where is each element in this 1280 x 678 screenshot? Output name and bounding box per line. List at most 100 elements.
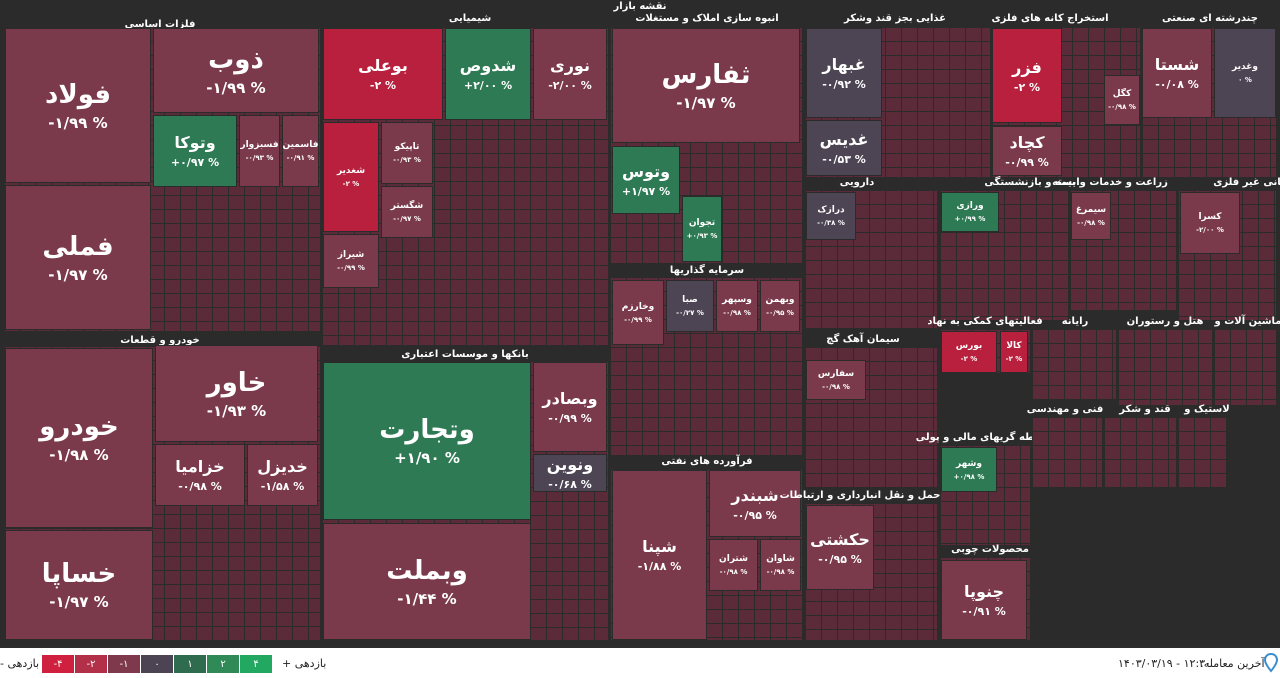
sector-title: محصولات چوبی bbox=[951, 544, 1029, 555]
stock-tile[interactable]: وتجارت +۱/۹۰ % bbox=[323, 362, 531, 520]
stock-tile[interactable]: وبصادر -۰/۹۹ % bbox=[533, 362, 607, 452]
stock-name: فزر bbox=[1012, 57, 1042, 77]
stock-tile[interactable]: غبهار -۰/۹۲ % bbox=[806, 28, 882, 118]
stock-tile[interactable]: خساپا -۱/۹۷ % bbox=[5, 530, 153, 640]
stock-tile[interactable]: خدیزل -۱/۵۸ % bbox=[247, 444, 318, 506]
sector-title: قند و شکر bbox=[1119, 404, 1171, 415]
stock-tile[interactable]: سیمرغ -۰/۹۸ % bbox=[1071, 192, 1111, 240]
stock-tile[interactable]: نوری -۲/۰۰ % bbox=[533, 28, 607, 120]
stock-name: شستا bbox=[1154, 55, 1200, 74]
sector-title: دارویی bbox=[839, 177, 875, 188]
stock-tile[interactable]: شبندر -۰/۹۵ % bbox=[709, 470, 801, 537]
stock-change: -۰/۹۳ % bbox=[393, 156, 421, 164]
stock-tile[interactable]: چنوپا -۰/۹۱ % bbox=[941, 560, 1027, 640]
legend-box[interactable]: -۲ bbox=[75, 655, 107, 673]
stock-name: ورازی bbox=[956, 201, 984, 211]
stock-name: درازک bbox=[817, 205, 845, 215]
sector-title: لاستیک و bbox=[1184, 404, 1230, 415]
stock-tile[interactable]: بوعلی -۲ % bbox=[323, 28, 443, 120]
sector-title: انبوه سازی املاک و مستغلات bbox=[635, 13, 779, 24]
stock-name: فسبزوار bbox=[240, 140, 279, 150]
sector-title: فلزات اساسی bbox=[124, 19, 196, 30]
stock-change: -۰/۹۷ % bbox=[393, 215, 421, 223]
legend-box[interactable]: ۴ bbox=[240, 655, 272, 673]
stock-tile[interactable]: شستا -۰/۰۸ % bbox=[1142, 28, 1212, 118]
stock-name: وغدیر bbox=[1232, 62, 1258, 72]
stock-tile[interactable]: ورازی +۰/۹۹ % bbox=[941, 192, 999, 232]
stock-name: شپنا bbox=[642, 537, 677, 556]
stock-name: نوری bbox=[550, 56, 590, 75]
stock-name: خودرو bbox=[39, 412, 119, 442]
stock-tile[interactable]: شاوان -۰/۹۸ % bbox=[760, 539, 801, 591]
stock-tile[interactable]: وبهمن -۰/۹۵ % bbox=[760, 280, 800, 332]
stock-tile[interactable]: کچاد -۰/۹۹ % bbox=[992, 126, 1062, 176]
stock-tile[interactable]: صبا -۰/۲۷ % bbox=[666, 280, 714, 332]
stock-tile[interactable]: فاسمین -۰/۹۱ % bbox=[282, 115, 319, 187]
stock-tile[interactable]: تجوان +۰/۹۳ % bbox=[682, 196, 722, 262]
sector-area bbox=[1104, 417, 1176, 487]
stock-tile[interactable]: شدوص +۲/۰۰ % bbox=[445, 28, 531, 120]
legend-box[interactable]: ۲ bbox=[207, 655, 239, 673]
stock-tile[interactable]: سفارس -۰/۹۸ % bbox=[806, 360, 866, 400]
sector-title: هتل و رستوران bbox=[1126, 316, 1204, 327]
sector-title: فنی و مهندسی bbox=[1026, 404, 1104, 415]
stock-name: بورس bbox=[955, 341, 983, 351]
stock-tile[interactable]: بورس -۲ % bbox=[941, 331, 997, 373]
stock-change: -۰/۹۸ % bbox=[178, 480, 222, 493]
last-trade: ۱۴۰۳/۰۳/۱۹ - ۱۲:۳۰ bbox=[1118, 657, 1211, 670]
stock-tile[interactable]: حکشتی -۰/۹۵ % bbox=[806, 505, 874, 590]
legend-box[interactable]: ۰ bbox=[141, 655, 173, 673]
stock-tile[interactable]: فزر -۲ % bbox=[992, 28, 1062, 123]
stock-tile[interactable]: ونوین -۰/۶۸ % bbox=[533, 454, 607, 492]
stock-tile[interactable]: کالا -۲ % bbox=[1000, 331, 1028, 373]
stock-tile[interactable]: ثفارس -۱/۹۷ % bbox=[612, 28, 800, 143]
legend-box[interactable]: -۴ bbox=[42, 655, 74, 673]
legend-box[interactable]: ۱ bbox=[174, 655, 206, 673]
stock-tile[interactable]: کگل -۰/۹۸ % bbox=[1104, 75, 1140, 125]
stock-tile[interactable]: وغدیر ۰ % bbox=[1214, 28, 1276, 118]
stock-name: ذوب bbox=[208, 44, 264, 75]
stock-tile[interactable]: تاپیکو -۰/۹۳ % bbox=[381, 122, 433, 184]
stock-change: -۱/۸۸ % bbox=[637, 560, 682, 573]
stock-tile[interactable]: فسبزوار -۰/۹۳ % bbox=[239, 115, 280, 187]
stock-tile[interactable]: وخارزم -۰/۹۹ % bbox=[612, 280, 664, 345]
stock-name: وسپهر bbox=[722, 295, 752, 305]
stock-name: کالا bbox=[1006, 341, 1022, 351]
stock-tile[interactable]: خزامیا -۰/۹۸ % bbox=[155, 444, 245, 506]
stock-name: شاوان bbox=[766, 554, 795, 564]
stock-tile[interactable]: شغدیر -۲ % bbox=[323, 122, 379, 232]
stock-change: -۰/۹۸ % bbox=[1077, 219, 1105, 227]
stock-tile[interactable]: غدیس -۰/۵۳ % bbox=[806, 120, 882, 176]
sector-title: بیمه و بازنشستگی bbox=[984, 177, 1076, 188]
stock-tile[interactable]: وتوس +۱/۹۷ % bbox=[612, 146, 680, 214]
stock-tile[interactable]: وسپهر -۰/۹۸ % bbox=[716, 280, 758, 332]
stock-tile[interactable]: وبملت -۱/۴۴ % bbox=[323, 523, 531, 640]
sector-area bbox=[1178, 417, 1226, 487]
stock-tile[interactable]: کسرا -۲/۰۰ % bbox=[1180, 192, 1240, 254]
stock-tile[interactable]: ذوب -۱/۹۹ % bbox=[153, 28, 319, 113]
stock-tile[interactable]: فولاد -۱/۹۹ % bbox=[5, 28, 151, 183]
stock-name: غدیس bbox=[819, 130, 869, 149]
stock-change: -۰/۹۵ % bbox=[733, 508, 777, 522]
stock-tile[interactable]: فملی -۱/۹۷ % bbox=[5, 185, 151, 330]
stock-tile[interactable]: شتران -۰/۹۸ % bbox=[709, 539, 758, 591]
location-icon[interactable] bbox=[1264, 653, 1278, 673]
stock-change: -۰/۳۸ % bbox=[817, 219, 845, 227]
stock-tile[interactable]: وتوکا +۰/۹۷ % bbox=[153, 115, 237, 187]
stock-tile[interactable]: وشهر +۰/۹۸ % bbox=[941, 447, 997, 492]
stock-name: سفارس bbox=[817, 369, 855, 379]
stock-name: ثفارس bbox=[661, 59, 751, 90]
stock-change: -۰/۹۲ % bbox=[822, 78, 866, 91]
stock-tile[interactable]: خاور -۱/۹۳ % bbox=[155, 345, 318, 442]
legend-box[interactable]: -۱ bbox=[108, 655, 140, 673]
stock-change: -۰/۵۳ % bbox=[822, 153, 866, 166]
stock-tile[interactable]: درازک -۰/۳۸ % bbox=[806, 192, 856, 240]
stock-tile[interactable]: شگستر -۰/۹۷ % bbox=[381, 186, 433, 238]
stock-change: -۰/۹۳ % bbox=[245, 154, 274, 162]
stock-tile[interactable]: خودرو -۱/۹۸ % bbox=[5, 348, 153, 528]
stock-tile[interactable]: شپنا -۱/۸۸ % bbox=[612, 470, 707, 640]
stock-name: شبندر bbox=[731, 485, 779, 505]
stock-name: ونوین bbox=[546, 455, 594, 474]
stock-change: -۲ % bbox=[369, 79, 397, 92]
stock-tile[interactable]: شیراز -۰/۹۹ % bbox=[323, 234, 379, 288]
